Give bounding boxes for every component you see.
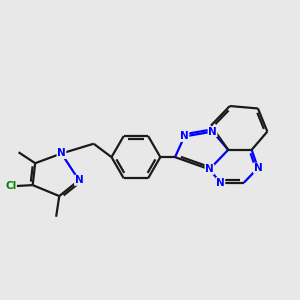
Text: N: N — [57, 148, 66, 158]
Text: N: N — [75, 175, 83, 185]
Text: Cl: Cl — [5, 181, 16, 191]
Text: N: N — [208, 127, 217, 136]
Text: N: N — [216, 178, 225, 188]
Text: N: N — [254, 163, 262, 173]
Text: N: N — [205, 164, 214, 174]
Text: N: N — [180, 131, 189, 141]
